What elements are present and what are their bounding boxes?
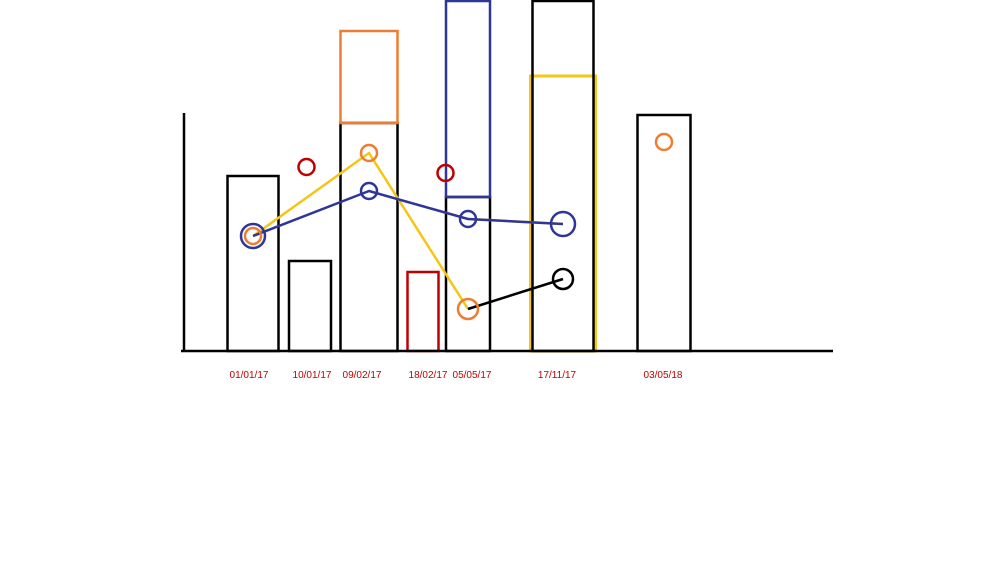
data-point-1: [243, 226, 263, 246]
x-tick-label-0: 01/01/17: [230, 370, 269, 381]
x-tick-label-2: 09/02/17: [343, 370, 382, 381]
x-tick-label-1: 10/01/17: [293, 370, 332, 381]
bar-3: [406, 270, 440, 353]
extra-point-1: [436, 163, 455, 183]
x-tick-label-3: 18/02/17: [409, 370, 448, 381]
data-point-2: [359, 143, 379, 163]
data-point-5: [456, 297, 480, 321]
data-point-6: [549, 210, 577, 238]
data-point-4: [458, 209, 478, 229]
x-tick-label-6: 03/05/18: [644, 370, 683, 381]
data-point-7: [551, 267, 575, 291]
x-tick-label-5: 17/11/17: [538, 370, 577, 381]
x-tick-label-4: 05/05/17: [453, 370, 492, 381]
markers-layer: [239, 132, 674, 321]
bar-5: [531, 0, 595, 353]
bar-extension-4: [444, 0, 492, 199]
series-line-0: [252, 151, 470, 310]
data-point-3: [359, 181, 379, 201]
bars-layer: [226, 0, 692, 353]
bar-1: [287, 259, 333, 353]
data-point-8: [654, 132, 674, 152]
series-line-2: [252, 189, 564, 238]
data-point-0: [239, 222, 267, 250]
extra-point-0: [297, 157, 316, 177]
bar-extension-2: [339, 29, 399, 125]
lines-layer: [252, 151, 564, 311]
x-tick-labels: 01/01/17 10/01/17 09/02/17 18/02/17 05/05/17…: [230, 370, 683, 381]
bar-0: [226, 174, 280, 353]
series-line-3: [467, 277, 564, 311]
